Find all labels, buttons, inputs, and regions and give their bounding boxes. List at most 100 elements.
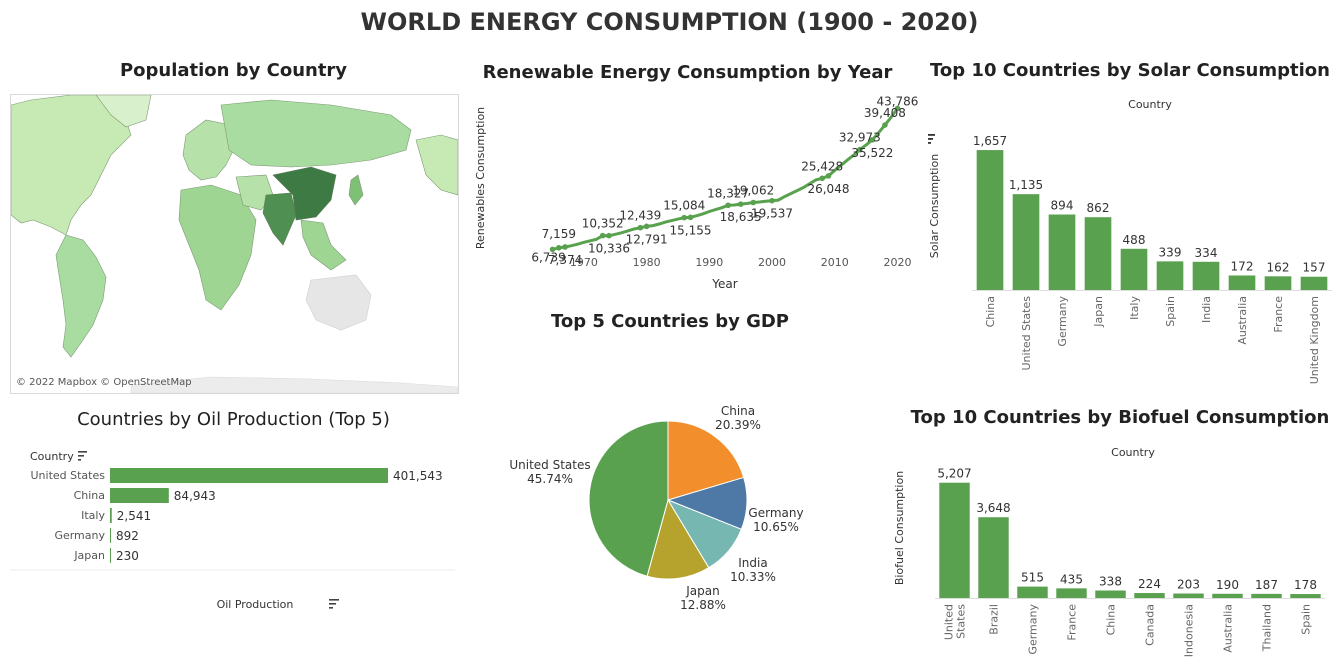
solar-category-label: China xyxy=(984,296,997,327)
biofuel-category-label: Canada xyxy=(1144,604,1157,646)
solar-category-label: Australia xyxy=(1236,296,1249,345)
biofuel-value-label: 3,648 xyxy=(976,501,1010,515)
renewables-x-tick: 2010 xyxy=(821,256,849,269)
solar-value-label: 1,135 xyxy=(1009,178,1043,192)
solar-category-label: Italy xyxy=(1128,296,1141,320)
solar-value-label: 862 xyxy=(1087,201,1110,215)
oil-bar xyxy=(110,528,111,543)
solar-category-label: United Kingdom xyxy=(1308,296,1321,384)
map-region-north-america xyxy=(11,95,132,236)
renewables-value-label: 35,522 xyxy=(851,146,893,160)
oil-bar xyxy=(110,468,388,483)
map-region-north-edge xyxy=(415,134,458,196)
solar-category-label: United States xyxy=(1020,296,1033,371)
solar-bar xyxy=(1300,276,1328,290)
biofuel-y-axis-label: Biofuel Consumption xyxy=(893,471,906,585)
solar-y-axis-label: Solar Consumption xyxy=(928,154,941,258)
biofuel-bar xyxy=(1017,586,1048,598)
oil-category-label: United States xyxy=(31,469,106,482)
oil-bar xyxy=(110,508,112,523)
renewables-point xyxy=(549,246,556,253)
oil-axis-sort-icon[interactable] xyxy=(329,599,339,609)
solar-value-label: 488 xyxy=(1123,233,1146,247)
biofuel-value-label: 190 xyxy=(1216,578,1239,592)
renewables-point xyxy=(556,244,562,251)
renewables-x-tick: 1990 xyxy=(695,256,723,269)
oil-category-label: Germany xyxy=(54,529,105,542)
biofuel-category-label: France xyxy=(1066,604,1079,641)
oil-header-sort-icon[interactable] xyxy=(78,451,87,461)
solar-bar xyxy=(1048,214,1076,290)
renewables-x-axis-label: Year xyxy=(711,277,737,291)
renewables-point xyxy=(769,197,775,204)
gdp-slice-name: India xyxy=(738,556,767,570)
gdp-slices xyxy=(588,420,748,580)
renewables-point xyxy=(681,214,688,221)
biofuel-bar xyxy=(1134,593,1165,598)
renewables-point xyxy=(869,137,876,143)
solar-bar-chart[interactable]: Country Solar Consumption 1,657 China 1,13… xyxy=(922,92,1336,387)
map-region-greenland xyxy=(95,95,152,128)
renewables-x-tick: 1970 xyxy=(570,256,598,269)
renewables-value-label: 26,048 xyxy=(807,182,849,196)
biofuel-bar xyxy=(1095,590,1126,598)
world-map-graphic xyxy=(11,95,458,393)
biofuel-category-label: United xyxy=(943,604,956,640)
oil-value-label: 401,543 xyxy=(393,469,443,483)
solar-category-label: France xyxy=(1272,296,1285,333)
biofuel-bar xyxy=(1251,593,1282,598)
renewables-point xyxy=(894,105,901,112)
renewables-value-label: 43,786 xyxy=(876,94,918,108)
gdp-slice-percent: 10.65% xyxy=(753,520,799,534)
map-title: Population by Country xyxy=(119,60,348,81)
renewables-line-chart[interactable]: Renewables Consumption 1970 1980 1990 2000 2… xyxy=(468,88,918,300)
renewables-point xyxy=(637,224,644,231)
solar-category-label: Japan xyxy=(1092,296,1105,328)
renewables-points xyxy=(549,105,901,253)
map-region-europe xyxy=(182,119,237,181)
solar-category-label: Germany xyxy=(1056,296,1069,347)
biofuel-value-label: 203 xyxy=(1177,578,1200,592)
biofuel-value-label: 435 xyxy=(1060,572,1083,586)
renewables-value-label: 18,327 xyxy=(707,186,749,200)
solar-sort-icon[interactable] xyxy=(928,134,935,144)
renewables-value-label: 15,155 xyxy=(670,223,712,237)
gdp-slice-percent: 12.88% xyxy=(680,598,726,612)
biofuel-bars: 5,207 United States 3,648 Brazil 515 Germany 43… xyxy=(935,467,1325,657)
solar-value-label: 894 xyxy=(1051,199,1074,213)
renewables-value-label: 10,352 xyxy=(582,217,624,231)
map-credit: © 2022 Mapbox © OpenStreetMap xyxy=(16,377,192,388)
oil-bar-chart[interactable]: Country United States 401,543 China 84,943 I… xyxy=(10,442,465,617)
renewables-point xyxy=(599,232,606,239)
renewables-point xyxy=(882,122,888,128)
oil-category-label: Japan xyxy=(73,549,105,562)
renewables-x-tick: 1980 xyxy=(633,256,661,269)
dashboard-title: WORLD ENERGY CONSUMPTION (1900 - 2020) xyxy=(360,8,979,36)
population-map[interactable] xyxy=(10,94,459,394)
biofuel-category-label: Indonesia xyxy=(1183,604,1196,657)
biofuel-category-label: Thailand xyxy=(1261,604,1274,652)
renewables-point xyxy=(687,214,694,221)
renewables-value-label: 12,791 xyxy=(626,232,668,246)
renewables-value-label: 6,739 xyxy=(531,250,565,264)
renewables-value-label: 10,336 xyxy=(588,242,630,256)
gdp-slice-name: United States xyxy=(509,458,590,472)
biofuel-category-label: Spain xyxy=(1300,604,1313,635)
map-region-africa xyxy=(178,184,257,311)
map-region-antarctica xyxy=(130,376,458,393)
map-region-russia xyxy=(220,99,412,168)
renewables-point xyxy=(819,175,826,182)
solar-bar xyxy=(1084,217,1112,290)
renewables-value-label: 7,374 xyxy=(548,253,582,267)
biofuel-category-label: Australia xyxy=(1222,604,1235,653)
renewables-value-label: 19,537 xyxy=(751,207,793,221)
solar-bar xyxy=(1012,194,1040,290)
biofuel-bar xyxy=(1056,588,1087,598)
biofuel-category-label: Germany xyxy=(1027,604,1040,655)
gdp-slice-name: Germany xyxy=(748,506,803,520)
biofuel-value-label: 224 xyxy=(1138,577,1161,591)
renewables-x-tick: 2020 xyxy=(883,256,911,269)
